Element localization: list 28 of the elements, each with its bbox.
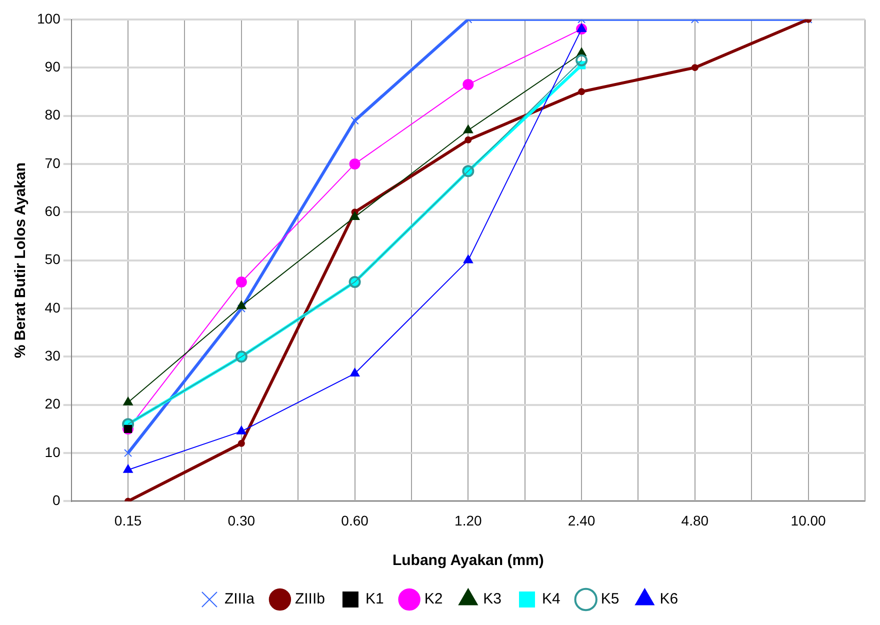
- legend-label: K3: [483, 590, 502, 608]
- y-axis-title: % Berat Butir Lolos Ayakan: [12, 162, 30, 358]
- y-tick-label: 40: [44, 299, 61, 316]
- y-tick-label: 20: [44, 396, 61, 412]
- legend-label: K1: [365, 590, 384, 608]
- legend-label: ZIIIa: [224, 590, 256, 608]
- y-tick-label: 60: [44, 202, 61, 219]
- y-tick-label: 100: [37, 10, 61, 26]
- x-axis-title: Lubang Ayakan (mm): [392, 552, 544, 570]
- y-tick-label: 70: [44, 154, 61, 171]
- y-tick-label: 0: [52, 492, 61, 508]
- y-tick-label: 30: [44, 348, 61, 364]
- y-tick-label: 90: [44, 58, 61, 74]
- x-tick-label: 0.15: [114, 512, 142, 528]
- legend-label: K2: [424, 590, 443, 608]
- x-tick-label: 2.40: [568, 512, 596, 528]
- legend-label: K4: [542, 590, 560, 608]
- x-tick-label: 1.20: [454, 512, 482, 528]
- x-tick-label: 0.60: [341, 512, 369, 528]
- legend-label: K6: [660, 590, 678, 608]
- legend-label: ZIIIb: [294, 590, 325, 608]
- y-tick-label: 80: [44, 106, 61, 123]
- x-tick-label: 4.80: [681, 512, 709, 528]
- x-tick-label: 10.00: [790, 512, 826, 528]
- y-tick-label: 50: [44, 251, 61, 268]
- x-tick-label: 0.30: [228, 512, 256, 528]
- legend-label: K5: [600, 590, 620, 608]
- y-tick-label: 10: [44, 444, 61, 460]
